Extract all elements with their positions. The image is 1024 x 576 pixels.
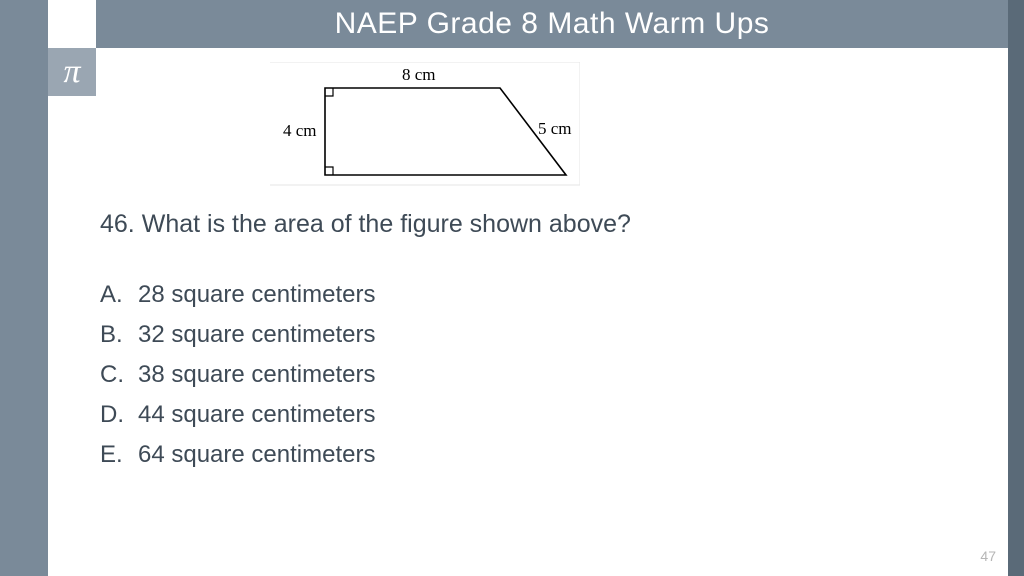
option-b[interactable]: B. 32 square centimeters [100, 321, 920, 349]
fig-right-label: 5 cm [538, 119, 572, 138]
page-number: 47 [980, 548, 996, 564]
option-text: 44 square centimeters [138, 401, 375, 429]
option-text: 28 square centimeters [138, 281, 375, 309]
question-number: 46. [100, 210, 135, 238]
option-letter: B. [100, 321, 138, 349]
question-block: 46. What is the area of the figure shown… [100, 210, 920, 481]
options-list: A. 28 square centimeters B. 32 square ce… [100, 281, 920, 469]
trapezoid-figure: 8 cm 4 cm 5 cm [270, 62, 580, 187]
pi-symbol: π [63, 53, 80, 91]
option-letter: A. [100, 281, 138, 309]
option-a[interactable]: A. 28 square centimeters [100, 281, 920, 309]
title-bar: NAEP Grade 8 Math Warm Ups [96, 0, 1008, 48]
option-letter: D. [100, 401, 138, 429]
option-text: 64 square centimeters [138, 441, 375, 469]
right-edge [1008, 0, 1024, 576]
fig-left-label: 4 cm [283, 121, 317, 140]
pi-icon: π [48, 48, 96, 96]
option-e[interactable]: E. 64 square centimeters [100, 441, 920, 469]
option-text: 38 square centimeters [138, 361, 375, 389]
option-c[interactable]: C. 38 square centimeters [100, 361, 920, 389]
slide-title: NAEP Grade 8 Math Warm Ups [335, 7, 770, 41]
option-d[interactable]: D. 44 square centimeters [100, 401, 920, 429]
option-text: 32 square centimeters [138, 321, 375, 349]
question-text-line: 46. What is the area of the figure shown… [100, 210, 920, 239]
option-letter: E. [100, 441, 138, 469]
left-rail [0, 0, 48, 576]
option-letter: C. [100, 361, 138, 389]
fig-top-label: 8 cm [402, 65, 436, 84]
question-text: What is the area of the figure shown abo… [142, 210, 631, 238]
